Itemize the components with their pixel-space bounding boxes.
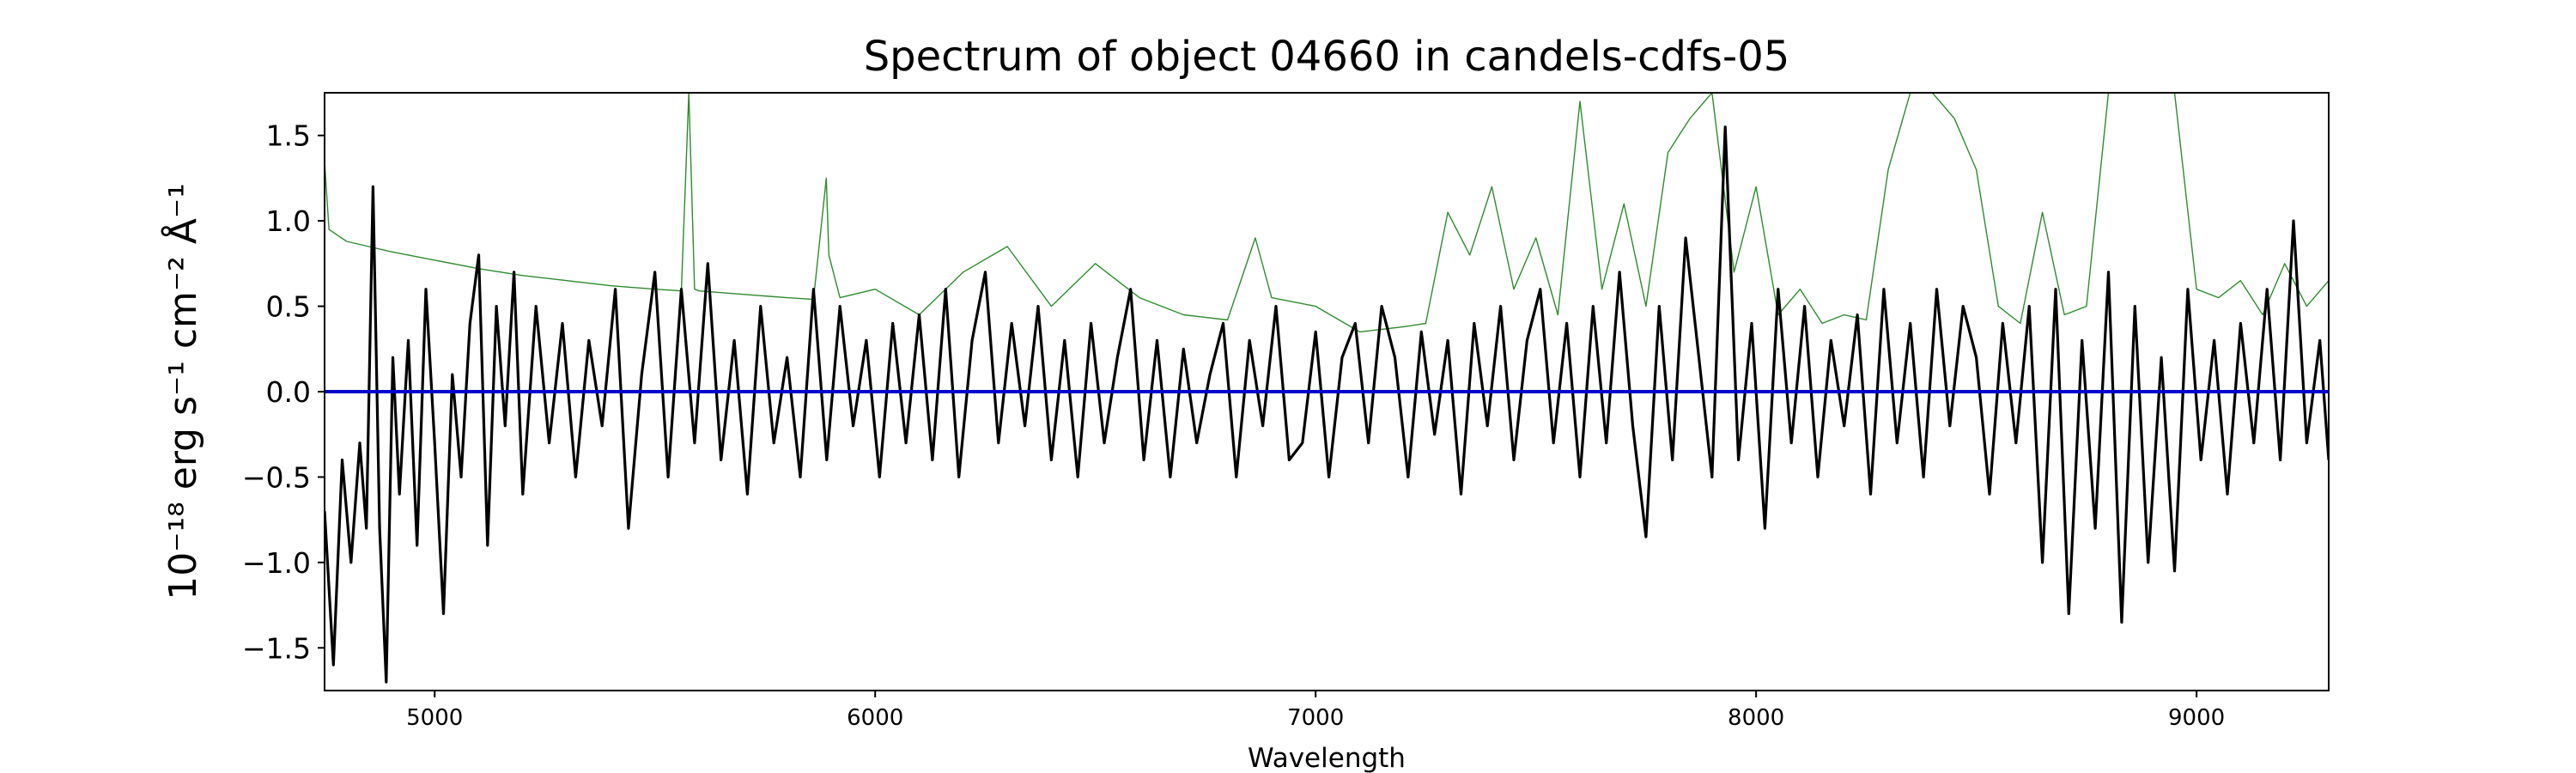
x-tick-label: 5000 — [406, 705, 463, 731]
x-tick-label: 8000 — [1728, 705, 1784, 731]
y-axis: −1.5 −1.0 −0.5 0.0 0.5 1.0 1.5 — [242, 119, 325, 665]
y-tick-label: 1.0 — [266, 204, 311, 238]
x-axis-label: Wavelength — [1248, 743, 1406, 773]
y-tick-label: 0.5 — [266, 290, 311, 324]
x-tick-label: 9000 — [2168, 705, 2225, 731]
y-tick-label: −1.0 — [242, 546, 311, 580]
series-line-0 — [325, 93, 2329, 333]
series-line-1 — [325, 125, 2329, 684]
x-tick-label: 7000 — [1287, 705, 1344, 731]
y-tick-label: 0.0 — [266, 375, 311, 409]
y-tick-label: −0.5 — [242, 460, 311, 494]
y-axis-label: 10⁻¹⁸ erg s⁻¹ cm⁻² Å⁻¹ — [160, 183, 205, 600]
y-tick-label: −1.5 — [242, 631, 311, 665]
series-layer — [325, 93, 2329, 684]
chart-title: Spectrum of object 04660 in candels-cdfs… — [864, 33, 1790, 81]
y-tick-label: 1.5 — [266, 119, 311, 153]
x-axis: 5000 6000 7000 8000 9000 — [406, 691, 2225, 731]
x-tick-label: 6000 — [847, 705, 903, 731]
